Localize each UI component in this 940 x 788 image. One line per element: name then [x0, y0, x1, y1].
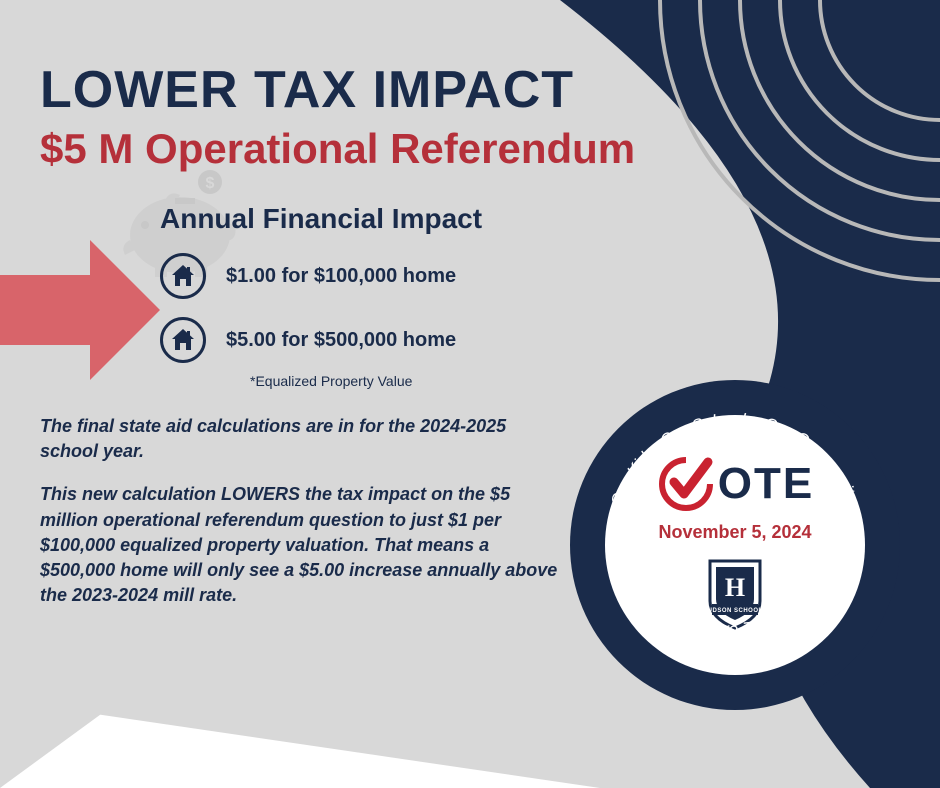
main-title: LOWER TAX IMPACT	[40, 60, 900, 120]
impact-title: Annual Financial Impact	[160, 203, 900, 235]
svg-text:Our Future Together!: Our Future Together!	[656, 594, 815, 640]
body-para1: The final state aid calculations are in …	[40, 414, 560, 464]
sub-title: $5 M Operational Referendum	[40, 125, 900, 173]
house-icon	[160, 317, 206, 363]
impact-row: $5.00 for $500,000 home	[160, 317, 900, 363]
vote-badge: Our Kids. Our Schools. Our Community. Ou…	[570, 380, 900, 710]
body-text: The final state aid calculations are in …	[40, 414, 560, 608]
impact-value: $5.00 for $500,000 home	[226, 329, 456, 352]
impact-value: $1.00 for $100,000 home	[226, 265, 456, 288]
impact-row: $1.00 for $100,000 home	[160, 253, 900, 299]
house-icon	[160, 253, 206, 299]
body-para2: This new calculation LOWERS the tax impa…	[40, 482, 560, 608]
badge-bottom-text: Our Future Together!	[570, 380, 900, 710]
